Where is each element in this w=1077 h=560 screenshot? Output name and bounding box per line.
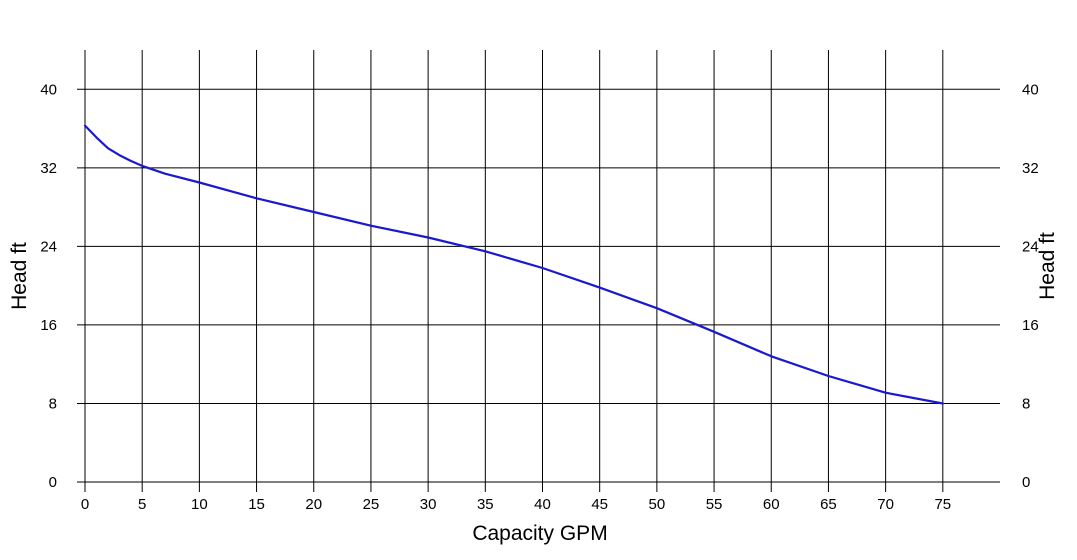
y-tick-label-right: 8 bbox=[1022, 395, 1030, 412]
x-tick-label: 50 bbox=[649, 496, 666, 513]
y-tick-label-left: 32 bbox=[40, 160, 57, 177]
x-tick-label: 15 bbox=[248, 496, 265, 513]
y-tick-label-right: 40 bbox=[1022, 81, 1039, 98]
y-axis-title-right: Head ft bbox=[1036, 232, 1059, 300]
x-tick-label: 75 bbox=[934, 496, 951, 513]
y-axis-title-left: Head ft bbox=[8, 242, 31, 310]
x-tick-labels: 0 5 10 15 20 25 30 35 40 45 50 55 60 65 70 75 bbox=[81, 496, 951, 513]
grid-lines bbox=[77, 50, 1000, 492]
x-tick-label: 40 bbox=[534, 496, 551, 513]
x-tick-label: 0 bbox=[81, 496, 89, 513]
x-tick-label: 20 bbox=[305, 496, 322, 513]
y-tick-label-right: 0 bbox=[1022, 474, 1030, 491]
y-tick-label-left: 24 bbox=[40, 238, 57, 255]
y-tick-label-right: 16 bbox=[1022, 317, 1039, 334]
y-tick-label-left: 0 bbox=[49, 474, 57, 491]
x-axis-title: Capacity GPM bbox=[472, 522, 607, 545]
x-tick-label: 10 bbox=[191, 496, 208, 513]
x-tick-label: 70 bbox=[877, 496, 894, 513]
series-line-0 bbox=[83, 124, 944, 405]
y-tick-label-left: 16 bbox=[40, 317, 57, 334]
y-tick-labels-right: 0 8 16 24 32 40 bbox=[1022, 81, 1039, 491]
y-tick-label-right: 32 bbox=[1022, 160, 1039, 177]
y-tick-label-left: 40 bbox=[40, 81, 57, 98]
x-tick-label: 45 bbox=[591, 496, 608, 513]
y-tick-label-right: 24 bbox=[1022, 238, 1039, 255]
x-tick-label: 35 bbox=[477, 496, 494, 513]
x-tick-label: 30 bbox=[420, 496, 437, 513]
x-tick-label: 55 bbox=[706, 496, 723, 513]
x-tick-label: 25 bbox=[363, 496, 380, 513]
series-layer bbox=[83, 124, 944, 405]
y-tick-label-left: 8 bbox=[49, 395, 57, 412]
x-tick-label: 65 bbox=[820, 496, 837, 513]
y-tick-labels-left: 0 8 16 24 32 40 bbox=[40, 81, 57, 491]
x-tick-label: 60 bbox=[763, 496, 780, 513]
x-tick-label: 5 bbox=[138, 496, 146, 513]
